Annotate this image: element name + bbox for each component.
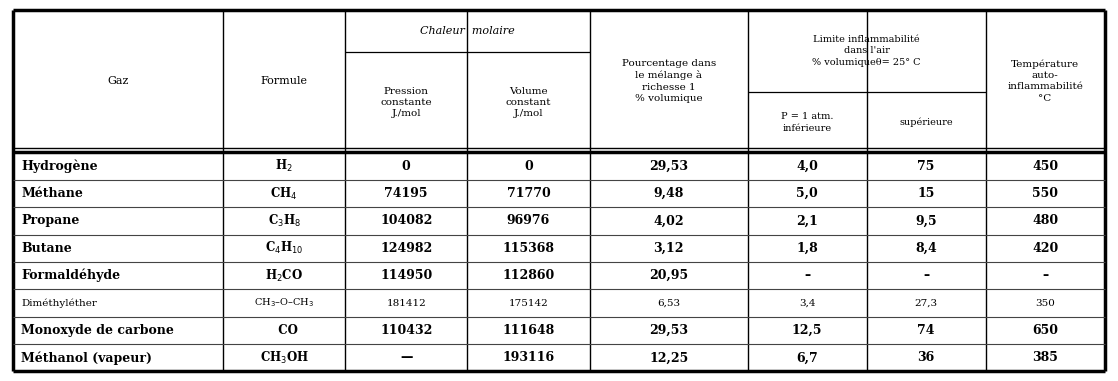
Text: Butane: Butane xyxy=(21,242,72,255)
Text: 111648: 111648 xyxy=(502,324,555,337)
Text: Gaz: Gaz xyxy=(107,76,129,86)
Text: Volume
constant
J./mol: Volume constant J./mol xyxy=(505,86,551,118)
Text: Monoxyde de carbone: Monoxyde de carbone xyxy=(21,324,174,337)
Text: 12,5: 12,5 xyxy=(792,324,823,337)
Text: 114950: 114950 xyxy=(380,269,433,282)
Text: Limite inflammabilité
dans l'air
% volumiqueθ= 25° C: Limite inflammabilité dans l'air % volum… xyxy=(813,35,921,67)
Text: Température
auto-
inflammabilité
°C: Température auto- inflammabilité °C xyxy=(1007,59,1083,103)
Text: 3,12: 3,12 xyxy=(653,242,684,255)
Text: H$_2$CO: H$_2$CO xyxy=(265,267,303,284)
Text: 4,02: 4,02 xyxy=(653,215,684,227)
Text: CH$_3$OH: CH$_3$OH xyxy=(259,350,309,366)
Text: C$_4$H$_{10}$: C$_4$H$_{10}$ xyxy=(265,240,303,256)
Text: 480: 480 xyxy=(1032,215,1058,227)
Text: Chaleur  molaire: Chaleur molaire xyxy=(420,26,514,36)
Text: Formaldéhyde: Formaldéhyde xyxy=(21,269,121,282)
Text: 74: 74 xyxy=(918,324,935,337)
Text: C$_3$H$_8$: C$_3$H$_8$ xyxy=(267,213,301,229)
Text: 5,0: 5,0 xyxy=(796,187,818,200)
Text: 36: 36 xyxy=(918,351,935,364)
Text: 9,48: 9,48 xyxy=(654,187,684,200)
Text: supérieure: supérieure xyxy=(899,118,953,127)
Text: 29,53: 29,53 xyxy=(650,324,689,337)
Text: –: – xyxy=(804,269,811,282)
Text: CH$_3$–O–CH$_3$: CH$_3$–O–CH$_3$ xyxy=(254,297,314,309)
Text: 27,3: 27,3 xyxy=(915,299,938,307)
Text: 112860: 112860 xyxy=(502,269,555,282)
Text: 175142: 175142 xyxy=(509,299,548,307)
Text: 74195: 74195 xyxy=(385,187,428,200)
Text: 350: 350 xyxy=(1035,299,1055,307)
Text: Pression
constante
J./mol: Pression constante J./mol xyxy=(380,86,432,118)
Text: Méthane: Méthane xyxy=(21,187,83,200)
Text: Diméthyléther: Diméthyléther xyxy=(21,298,97,308)
Text: 71770: 71770 xyxy=(506,187,550,200)
Text: 385: 385 xyxy=(1032,351,1058,364)
Text: 181412: 181412 xyxy=(387,299,426,307)
Text: 450: 450 xyxy=(1032,160,1058,173)
Text: 124982: 124982 xyxy=(380,242,433,255)
Text: 75: 75 xyxy=(918,160,935,173)
Text: CH$_4$: CH$_4$ xyxy=(271,186,297,202)
Text: 420: 420 xyxy=(1032,242,1059,255)
Text: 550: 550 xyxy=(1032,187,1058,200)
Text: 12,25: 12,25 xyxy=(650,351,689,364)
Text: Pourcentage dans
le mélange à
richesse 1
% volumique: Pourcentage dans le mélange à richesse 1… xyxy=(622,59,716,103)
Text: 650: 650 xyxy=(1032,324,1058,337)
Text: 4,0: 4,0 xyxy=(796,160,818,173)
Text: 9,5: 9,5 xyxy=(916,215,937,227)
Text: —: — xyxy=(400,351,413,364)
Text: 110432: 110432 xyxy=(380,324,433,337)
Text: 20,95: 20,95 xyxy=(650,269,689,282)
Text: Formule: Formule xyxy=(260,76,307,86)
Text: –: – xyxy=(923,269,929,282)
Text: 2,1: 2,1 xyxy=(796,215,818,227)
Text: 115368: 115368 xyxy=(502,242,555,255)
Text: –: – xyxy=(1042,269,1049,282)
Text: CO: CO xyxy=(271,324,299,337)
Text: 15: 15 xyxy=(918,187,935,200)
Text: 6,7: 6,7 xyxy=(796,351,818,364)
Text: 29,53: 29,53 xyxy=(650,160,689,173)
Text: 0: 0 xyxy=(401,160,410,173)
Text: 8,4: 8,4 xyxy=(916,242,937,255)
Text: P = 1 atm.
inférieure: P = 1 atm. inférieure xyxy=(781,112,834,133)
Text: 3,4: 3,4 xyxy=(799,299,815,307)
Text: 104082: 104082 xyxy=(380,215,433,227)
Text: Propane: Propane xyxy=(21,215,79,227)
Text: H$_2$: H$_2$ xyxy=(275,158,293,174)
Text: 1,8: 1,8 xyxy=(796,242,818,255)
Text: 193116: 193116 xyxy=(502,351,555,364)
Text: 0: 0 xyxy=(524,160,533,173)
Text: Hydrogène: Hydrogène xyxy=(21,159,98,173)
Text: 6,53: 6,53 xyxy=(657,299,680,307)
Text: Méthanol (vapeur): Méthanol (vapeur) xyxy=(21,351,152,365)
Text: 96976: 96976 xyxy=(506,215,550,227)
